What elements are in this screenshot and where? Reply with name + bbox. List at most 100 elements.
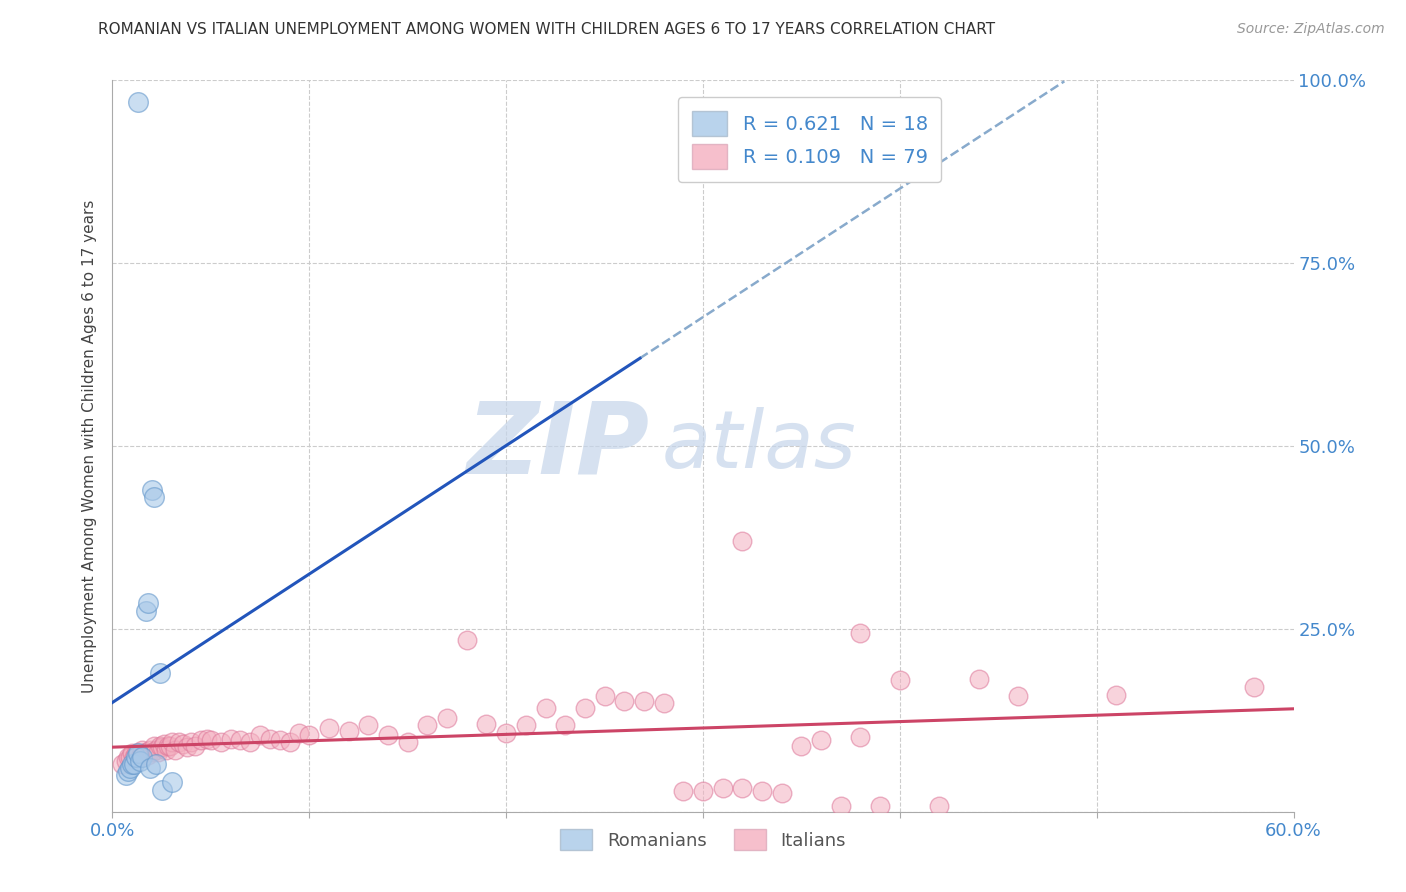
Point <box>139 742 162 756</box>
Point <box>160 735 183 749</box>
Point <box>249 728 271 742</box>
Point <box>149 665 172 680</box>
Point <box>146 745 169 759</box>
Point <box>495 725 517 739</box>
Point <box>416 718 439 732</box>
Point <box>928 798 950 813</box>
Point <box>159 739 181 753</box>
Point <box>141 483 163 497</box>
Point <box>142 739 165 753</box>
Point <box>869 798 891 813</box>
Point <box>180 735 202 749</box>
Point <box>554 718 576 732</box>
Point <box>156 739 179 753</box>
Point <box>117 764 139 779</box>
Point <box>195 731 218 746</box>
Point <box>117 749 139 764</box>
Point <box>111 757 134 772</box>
Point <box>337 724 360 739</box>
Point <box>145 757 167 772</box>
Point <box>142 490 165 504</box>
Point <box>125 746 148 760</box>
Point <box>830 798 852 813</box>
Text: atlas: atlas <box>662 407 856 485</box>
Point <box>849 730 872 744</box>
Point <box>731 534 754 549</box>
Point <box>165 742 187 756</box>
Point <box>574 701 596 715</box>
Point <box>515 718 537 732</box>
Point <box>889 673 911 687</box>
Point <box>770 787 793 801</box>
Point <box>278 735 301 749</box>
Text: ZIP: ZIP <box>467 398 650 494</box>
Point <box>1243 681 1265 695</box>
Point <box>1007 689 1029 703</box>
Point <box>120 761 142 775</box>
Point <box>633 693 655 707</box>
Point <box>115 754 138 768</box>
Point <box>456 632 478 647</box>
Point <box>121 757 143 772</box>
Point <box>149 739 172 753</box>
Text: Source: ZipAtlas.com: Source: ZipAtlas.com <box>1237 22 1385 37</box>
Point <box>152 738 174 752</box>
Point <box>357 718 380 732</box>
Point <box>613 693 636 707</box>
Point <box>131 742 153 756</box>
Point <box>120 749 142 764</box>
Point <box>136 596 159 610</box>
Point <box>672 784 695 798</box>
Point <box>200 733 222 747</box>
Point <box>135 745 157 759</box>
Point <box>184 739 207 753</box>
Point <box>711 781 734 796</box>
Point <box>475 717 498 731</box>
Point <box>219 731 242 746</box>
Point <box>160 775 183 789</box>
Point <box>129 754 152 768</box>
Point <box>155 742 177 756</box>
Point <box>652 697 675 711</box>
Point <box>150 740 173 755</box>
Point <box>298 728 321 742</box>
Point <box>176 740 198 755</box>
Point <box>122 757 145 772</box>
Point <box>239 735 262 749</box>
Point <box>136 747 159 762</box>
Point <box>129 749 152 764</box>
Point <box>229 733 252 747</box>
Point <box>190 733 212 747</box>
Text: ROMANIAN VS ITALIAN UNEMPLOYMENT AMONG WOMEN WITH CHILDREN AGES 6 TO 17 YEARS CO: ROMANIAN VS ITALIAN UNEMPLOYMENT AMONG W… <box>98 22 995 37</box>
Point <box>115 768 138 782</box>
Point <box>145 742 167 756</box>
Point <box>122 749 145 764</box>
Point <box>127 746 149 760</box>
Point <box>150 782 173 797</box>
Legend: Romanians, Italians: Romanians, Italians <box>553 822 853 857</box>
Point <box>731 781 754 796</box>
Point <box>125 749 148 764</box>
Point <box>269 733 291 747</box>
Point <box>534 701 557 715</box>
Point <box>318 721 340 735</box>
Point <box>127 95 149 110</box>
Point <box>209 735 232 749</box>
Point <box>141 745 163 759</box>
Point <box>131 749 153 764</box>
Point <box>169 735 191 749</box>
Point <box>139 761 162 775</box>
Point <box>396 735 419 749</box>
Point <box>377 728 399 742</box>
Y-axis label: Unemployment Among Women with Children Ages 6 to 17 years: Unemployment Among Women with Children A… <box>82 199 97 693</box>
Point <box>121 746 143 760</box>
Point <box>751 784 773 798</box>
Point <box>692 784 714 798</box>
Point <box>436 711 458 725</box>
Point <box>172 738 194 752</box>
Point <box>132 746 155 760</box>
Point <box>790 739 813 753</box>
Point <box>288 725 311 739</box>
Point <box>127 746 149 760</box>
Point <box>593 689 616 703</box>
